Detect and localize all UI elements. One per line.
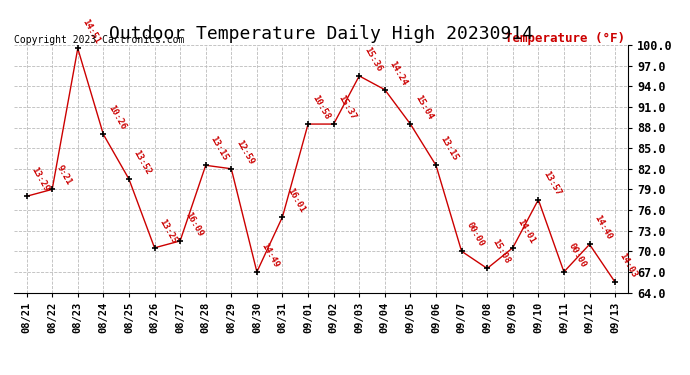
Text: 10:58: 10:58 [310, 93, 332, 121]
Text: 14:03: 14:03 [618, 252, 639, 279]
Text: 10:26: 10:26 [106, 104, 128, 132]
Text: 14:49: 14:49 [259, 242, 281, 269]
Text: 16:09: 16:09 [183, 210, 204, 238]
Text: 00:00: 00:00 [566, 242, 588, 269]
Text: 14:51: 14:51 [81, 18, 102, 46]
Text: 13:57: 13:57 [541, 169, 562, 197]
Text: 9:21: 9:21 [55, 164, 74, 187]
Text: Copyright 2023 Cactronics.com: Copyright 2023 Cactronics.com [14, 34, 185, 45]
Text: 14:40: 14:40 [592, 214, 613, 242]
Text: 13:15: 13:15 [439, 135, 460, 162]
Text: 13:25: 13:25 [157, 217, 179, 245]
Text: 13:52: 13:52 [132, 148, 153, 176]
Text: 15:37: 15:37 [337, 93, 357, 121]
Text: 13:15: 13:15 [208, 135, 230, 162]
Text: 14:01: 14:01 [515, 217, 537, 245]
Text: 15:04: 15:04 [413, 93, 435, 121]
Text: 12:59: 12:59 [234, 138, 255, 166]
Text: 13:29: 13:29 [30, 166, 50, 194]
Text: 14:24: 14:24 [388, 59, 409, 87]
Text: 15:36: 15:36 [362, 45, 383, 73]
Text: 15:08: 15:08 [490, 238, 511, 266]
Title: Outdoor Temperature Daily High 20230914: Outdoor Temperature Daily High 20230914 [109, 26, 533, 44]
Text: Temperature (°F): Temperature (°F) [505, 32, 625, 45]
Text: 16:01: 16:01 [285, 186, 306, 214]
Text: 00:00: 00:00 [464, 221, 486, 249]
